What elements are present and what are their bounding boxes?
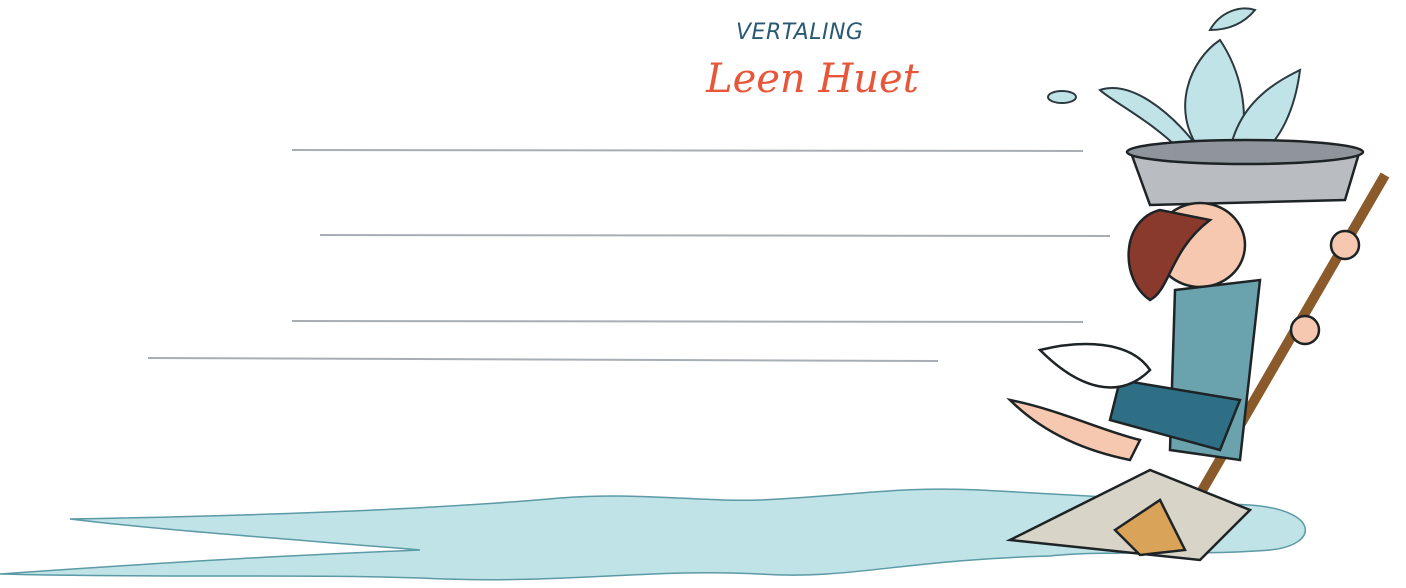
line (148, 358, 938, 361)
page: VERTALING Leen Huet (() => { const data … (0, 0, 1406, 588)
translation-label: VERTALING (736, 20, 863, 45)
line (292, 321, 1083, 322)
line (292, 150, 1083, 151)
writing-lines (148, 150, 1110, 361)
illustration (0, 0, 1406, 588)
line (320, 235, 1110, 236)
translator-name: Leen Huet (706, 56, 919, 102)
splash (1048, 8, 1300, 155)
